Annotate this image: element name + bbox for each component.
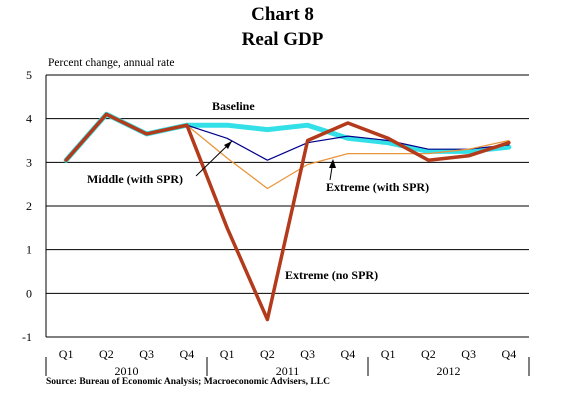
series-line-baseline: [63, 111, 512, 163]
y-tick-label: 5: [26, 68, 32, 82]
x-tick-label: Q2: [99, 347, 114, 361]
y-tick-label: 3: [26, 155, 32, 169]
chart-title: Chart 8: [251, 4, 314, 25]
x-tick-label: Q1: [381, 347, 396, 361]
y-axis-tick-labels: -1 0 1 2 3 4 5: [22, 68, 32, 344]
source-note: Source: Bureau of Economic Analysis; Mac…: [46, 377, 330, 387]
x-axis: Q1 Q2 Q3 Q4 Q1 Q2 Q3 Q4 Q1 Q2 Q3 Q4 2010 2011 2012: [45, 347, 530, 378]
y-axis-label: Percent change, annual rate: [48, 57, 174, 69]
x-tick-label: Q3: [461, 347, 476, 361]
x-tick-label: Q2: [260, 347, 275, 361]
x-tick-label: Q1: [59, 347, 74, 361]
y-tick-label: 0: [26, 286, 32, 300]
label-middle-with-spr-arrowhead: [224, 141, 232, 149]
year-label: 2011: [276, 364, 300, 378]
series-line-extreme-no-spr: [64, 112, 511, 322]
series-lines: [63, 111, 512, 322]
x-tick-label: Q4: [502, 347, 517, 361]
label-extreme-no-spr: Extreme (no SPR): [285, 268, 378, 282]
y-tick-label: -1: [22, 330, 32, 344]
label-extreme-with-spr-arrowhead: [329, 159, 336, 168]
label-baseline: Baseline: [212, 99, 255, 113]
x-tick-label: Q3: [139, 347, 154, 361]
x-tick-label: Q2: [421, 347, 436, 361]
label-extreme-with-spr: Extreme (with SPR): [326, 180, 429, 194]
label-middle-with-spr: Middle (with SPR): [87, 172, 183, 186]
x-tick-label: Q4: [341, 347, 356, 361]
y-tick-label: 1: [26, 243, 32, 257]
gridlines: [45, 74, 529, 338]
year-label: 2012: [437, 364, 461, 378]
year-label: 2010: [115, 364, 139, 378]
series-annotations: Baseline Middle (with SPR) Extreme (with…: [87, 99, 429, 282]
x-tick-label: Q3: [300, 347, 315, 361]
chart-subtitle: Real GDP: [241, 29, 324, 50]
y-tick-label: 2: [26, 199, 32, 213]
x-tick-label: Q4: [180, 347, 195, 361]
y-tick-label: 4: [26, 112, 32, 126]
x-tick-label: Q1: [220, 347, 235, 361]
